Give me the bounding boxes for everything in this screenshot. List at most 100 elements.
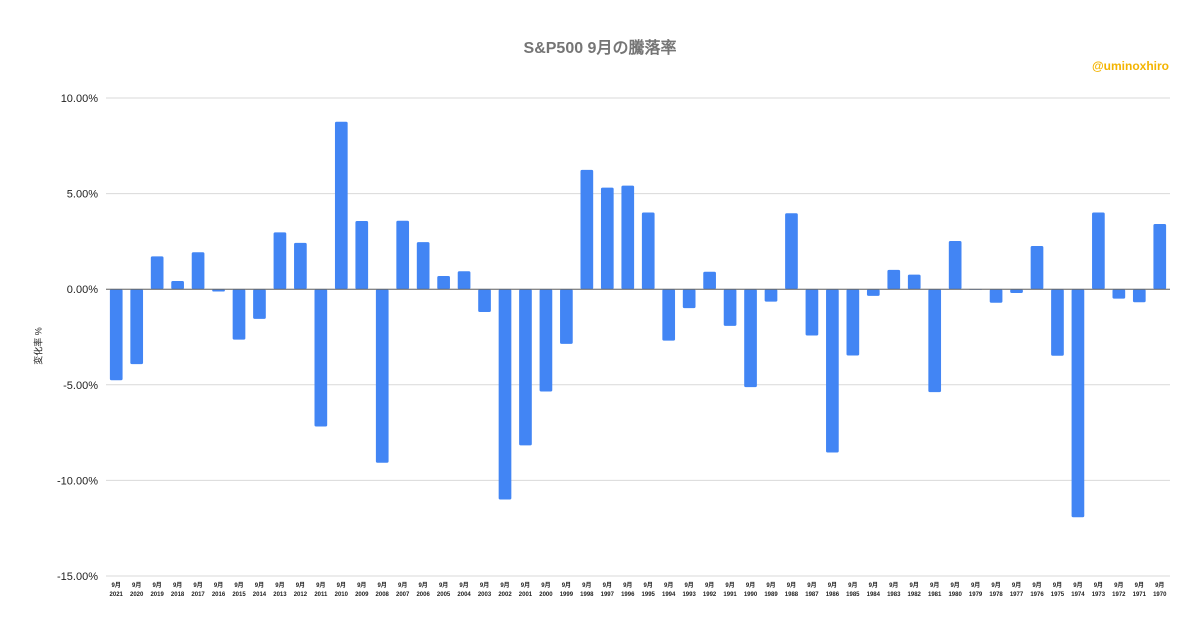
bar xyxy=(416,242,430,290)
x-tick-label: 1998 xyxy=(580,592,594,598)
bar xyxy=(621,185,635,290)
x-tick-label: 2005 xyxy=(437,592,451,598)
bar xyxy=(334,121,348,290)
x-tick-label: 9月 xyxy=(1073,581,1082,589)
bar xyxy=(212,289,225,292)
x-tick-label: 9月 xyxy=(296,581,305,589)
y-tick-label: -15.00% xyxy=(57,571,98,583)
bar xyxy=(560,289,573,344)
bar xyxy=(1051,289,1064,356)
bar xyxy=(662,289,676,341)
bar xyxy=(1030,245,1044,290)
x-tick-label: 9月 xyxy=(889,581,898,589)
x-tick-label: 9月 xyxy=(930,581,939,589)
bar xyxy=(437,276,450,290)
x-tick-label: 2013 xyxy=(273,592,287,598)
bar xyxy=(1153,224,1167,290)
bar xyxy=(314,289,328,427)
x-tick-label: 2012 xyxy=(294,592,308,598)
x-tick-label: 9月 xyxy=(950,581,959,589)
x-tick-label: 9月 xyxy=(869,581,878,589)
x-tick-label: 9月 xyxy=(193,581,202,589)
x-tick-label: 2018 xyxy=(171,592,185,598)
x-tick-label: 2006 xyxy=(416,592,430,598)
bar xyxy=(519,289,532,446)
x-tick-label: 1971 xyxy=(1133,592,1147,598)
x-tick-label: 1980 xyxy=(948,592,962,598)
bar xyxy=(1010,289,1023,294)
x-tick-label: 9月 xyxy=(971,581,980,589)
x-tick-label: 9月 xyxy=(132,581,141,589)
x-tick-label: 2002 xyxy=(498,592,512,598)
x-tick-label: 9月 xyxy=(1135,581,1144,589)
x-tick-label: 9月 xyxy=(828,581,837,589)
x-tick-label: 9月 xyxy=(316,581,325,589)
bar xyxy=(764,289,778,302)
bar xyxy=(989,289,1003,303)
x-tick-label: 1975 xyxy=(1051,592,1065,598)
x-tick-label: 2007 xyxy=(396,592,410,598)
bar xyxy=(948,241,962,290)
bar xyxy=(826,289,839,453)
x-tick-label: 1976 xyxy=(1030,592,1044,598)
bar xyxy=(191,252,205,290)
x-tick-label: 1997 xyxy=(601,592,615,598)
chart-title: S&P500 9月の騰落率 xyxy=(523,40,677,57)
x-tick-label: 9月 xyxy=(337,581,346,589)
x-tick-label: 1977 xyxy=(1010,592,1024,598)
x-tick-label: 1985 xyxy=(846,592,860,598)
bar xyxy=(641,212,655,290)
bar xyxy=(928,289,942,393)
bar xyxy=(150,256,164,290)
x-tick-label: 9月 xyxy=(991,581,1000,589)
bar xyxy=(703,271,716,290)
bar xyxy=(355,220,369,290)
x-tick-label: 2016 xyxy=(212,592,226,598)
bar xyxy=(600,187,614,290)
x-tick-label: 9月 xyxy=(480,581,489,589)
x-tick-label: 1978 xyxy=(989,592,1003,598)
x-tick-label: 1982 xyxy=(908,592,922,598)
x-tick-label: 2010 xyxy=(335,592,349,598)
x-tick-label: 9月 xyxy=(664,581,673,589)
x-tick-label: 1973 xyxy=(1092,592,1106,598)
x-tick-label: 9月 xyxy=(173,581,182,589)
bar xyxy=(866,289,880,296)
bar xyxy=(375,289,389,463)
x-tick-label: 1987 xyxy=(805,592,819,598)
x-tick-label: 1972 xyxy=(1112,592,1126,598)
bar xyxy=(723,289,737,326)
x-tick-label: 9月 xyxy=(582,581,591,589)
bar xyxy=(478,289,491,312)
bar xyxy=(580,169,594,290)
x-tick-label: 1988 xyxy=(785,592,799,598)
credit-label: @uminoxhiro xyxy=(1091,59,1169,73)
x-tick-label: 9月 xyxy=(357,581,366,589)
x-tick-label: 9月 xyxy=(275,581,284,589)
x-tick-label: 9月 xyxy=(112,581,121,589)
x-tick-label: 9月 xyxy=(746,581,755,589)
bar xyxy=(1092,212,1105,290)
y-tick-label: 0.00% xyxy=(67,284,98,296)
bar xyxy=(109,289,123,381)
x-tick-label: 2020 xyxy=(130,592,144,598)
bar xyxy=(682,289,696,309)
bar xyxy=(907,274,921,290)
y-tick-label: 10.00% xyxy=(61,93,99,105)
bar xyxy=(253,289,266,319)
bar xyxy=(887,269,901,290)
x-tick-label: 9月 xyxy=(418,581,427,589)
x-tick-label: 9月 xyxy=(766,581,775,589)
x-tick-label: 2017 xyxy=(191,592,205,598)
x-tick-label: 9月 xyxy=(541,581,550,589)
x-tick-label: 9月 xyxy=(807,581,816,589)
x-tick-label: 1970 xyxy=(1153,592,1167,598)
x-tick-label: 9月 xyxy=(234,581,243,589)
y-tick-label: -10.00% xyxy=(57,475,98,487)
x-tick-label: 1990 xyxy=(744,592,758,598)
bar xyxy=(294,242,307,290)
x-tick-label: 1981 xyxy=(928,592,942,598)
x-tick-label: 2008 xyxy=(376,592,390,598)
x-tick-label: 1999 xyxy=(560,592,574,598)
bar xyxy=(396,220,410,290)
